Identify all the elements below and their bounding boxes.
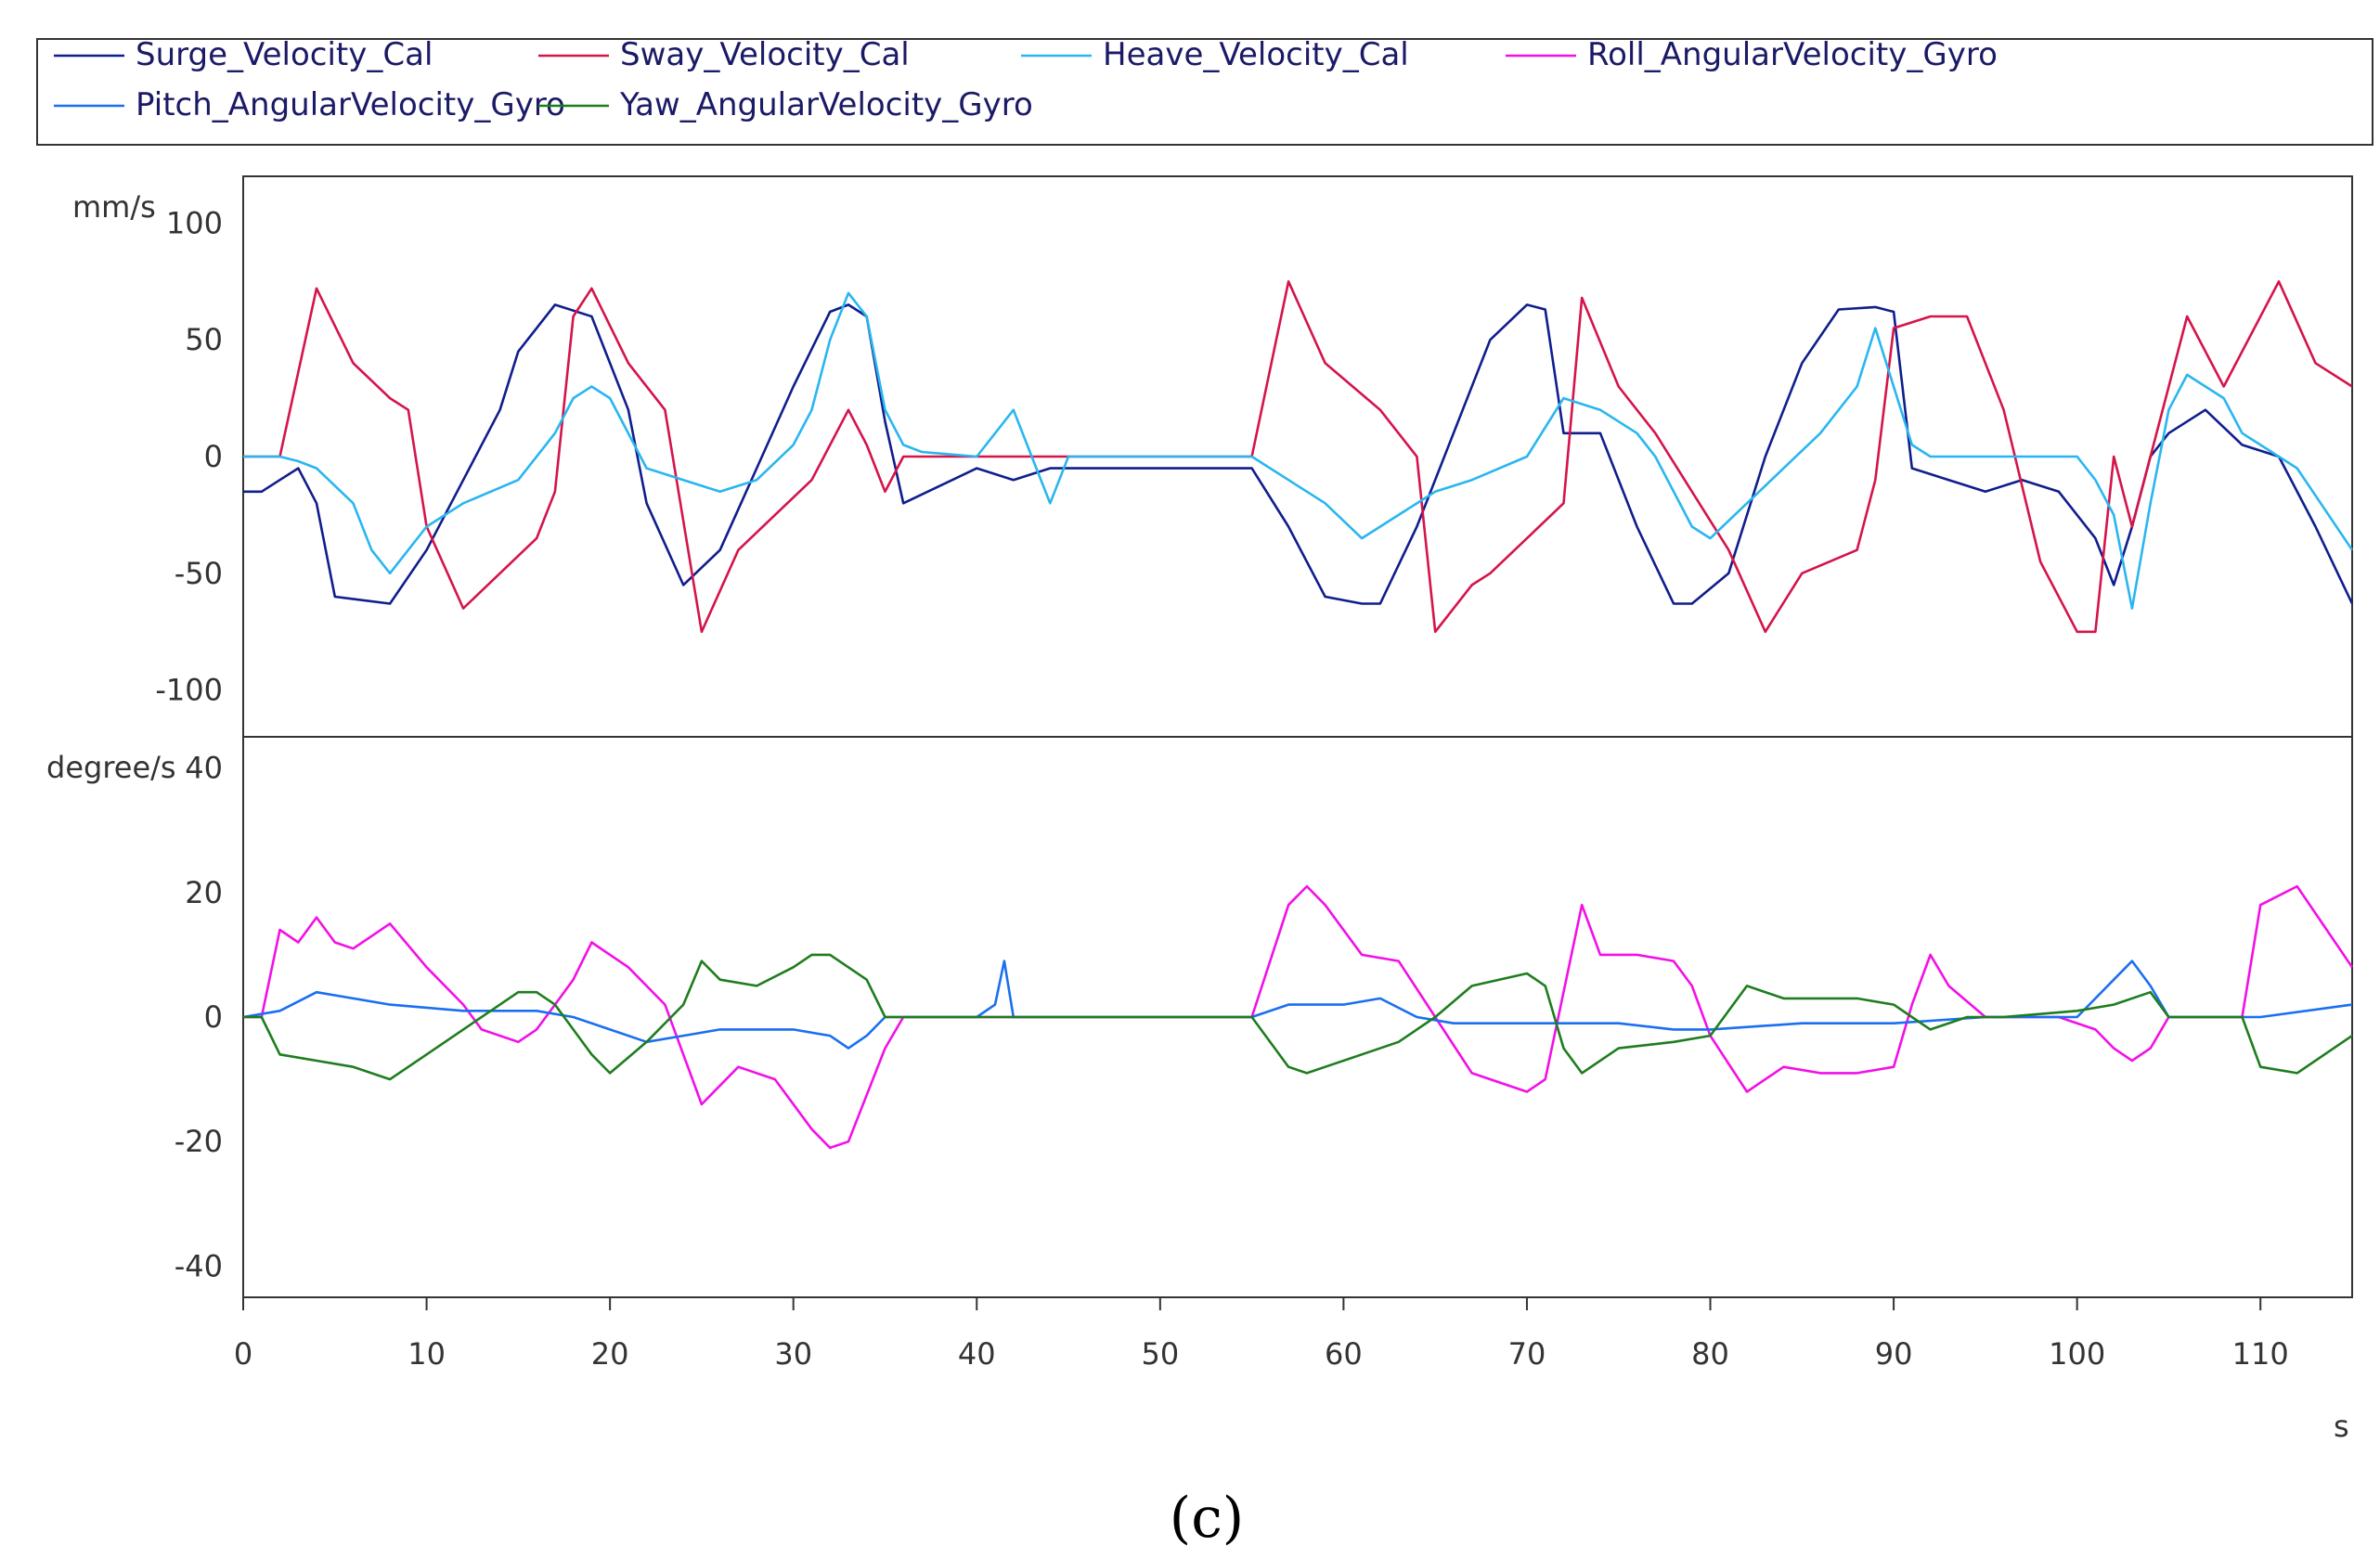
legend-items: Surge_Velocity_Cal Sway_Velocity_Cal Heave… — [54, 36, 1998, 123]
series-line-pitch-angularvelocity-gyro — [242, 960, 2353, 1050]
series-line-surge-velocity-cal — [243, 303, 2354, 605]
velocity-y-ticks: 100 50 0 -50 -100 — [155, 205, 223, 707]
x-tick-label: 40 — [958, 1336, 996, 1372]
y-tick-label: 100 — [166, 205, 223, 240]
y-tick-label: -20 — [175, 1124, 223, 1159]
x-tick-label: 70 — [1508, 1336, 1546, 1372]
velocity-series — [243, 280, 2354, 634]
legend: Surge_Velocity_Cal Sway_Velocity_Cal Heave… — [36, 36, 2374, 146]
x-tick-label: 80 — [1691, 1336, 1729, 1372]
legend-label: Surge_Velocity_Cal — [136, 36, 433, 73]
angular-panel: degree/s 40 20 0 -20 -40 — [46, 736, 2354, 1298]
legend-label: Heave_Velocity_Cal — [1103, 36, 1409, 73]
legend-label: Pitch_AngularVelocity_Gyro — [136, 86, 565, 123]
y-tick-label: 40 — [185, 751, 223, 786]
velocity-panel: mm/s 100 50 0 -50 -100 — [72, 175, 2354, 738]
legend-label: Sway_Velocity_Cal — [620, 36, 910, 73]
x-tick-label: 90 — [1875, 1336, 1913, 1372]
y-tick-label: 0 — [204, 439, 223, 474]
series-line-sway-velocity-cal — [243, 280, 2353, 634]
y-tick-label: -100 — [155, 673, 223, 708]
x-tick-label: 20 — [591, 1336, 629, 1372]
y-tick-label: 0 — [204, 999, 223, 1035]
figure-caption: (c) — [1170, 1486, 1244, 1551]
x-tick-label: 0 — [234, 1336, 252, 1372]
angular-unit-label: degree/s — [46, 750, 176, 785]
x-tick-label: 60 — [1325, 1336, 1363, 1372]
x-unit-label: s — [2334, 1409, 2349, 1444]
y-tick-label: -40 — [175, 1248, 223, 1283]
y-tick-label: 20 — [185, 875, 223, 910]
legend-box — [36, 38, 2374, 146]
x-axis: 0 10 20 30 40 50 60 70 80 90 100 110 — [234, 1297, 2289, 1372]
velocity-unit-label: mm/s — [72, 189, 156, 225]
series-line-yaw-angularvelocity-gyro — [243, 953, 2353, 1081]
x-tick-label: 100 — [2049, 1336, 2105, 1372]
series-line-heave-velocity-cal — [243, 291, 2354, 610]
legend-label: Yaw_AngularVelocity_Gyro — [619, 86, 1033, 123]
x-tick-label: 50 — [1141, 1336, 1179, 1372]
x-tick-label: 30 — [774, 1336, 812, 1372]
legend-label: Roll_AngularVelocity_Gyro — [1587, 36, 1998, 73]
x-tick-label: 10 — [407, 1336, 446, 1372]
y-tick-label: 50 — [185, 322, 223, 357]
angular-series — [242, 884, 2354, 1150]
angular-y-ticks: 40 20 0 -20 -40 — [175, 751, 223, 1284]
x-tick-label: 110 — [2232, 1336, 2289, 1372]
y-tick-label: -50 — [175, 556, 223, 591]
